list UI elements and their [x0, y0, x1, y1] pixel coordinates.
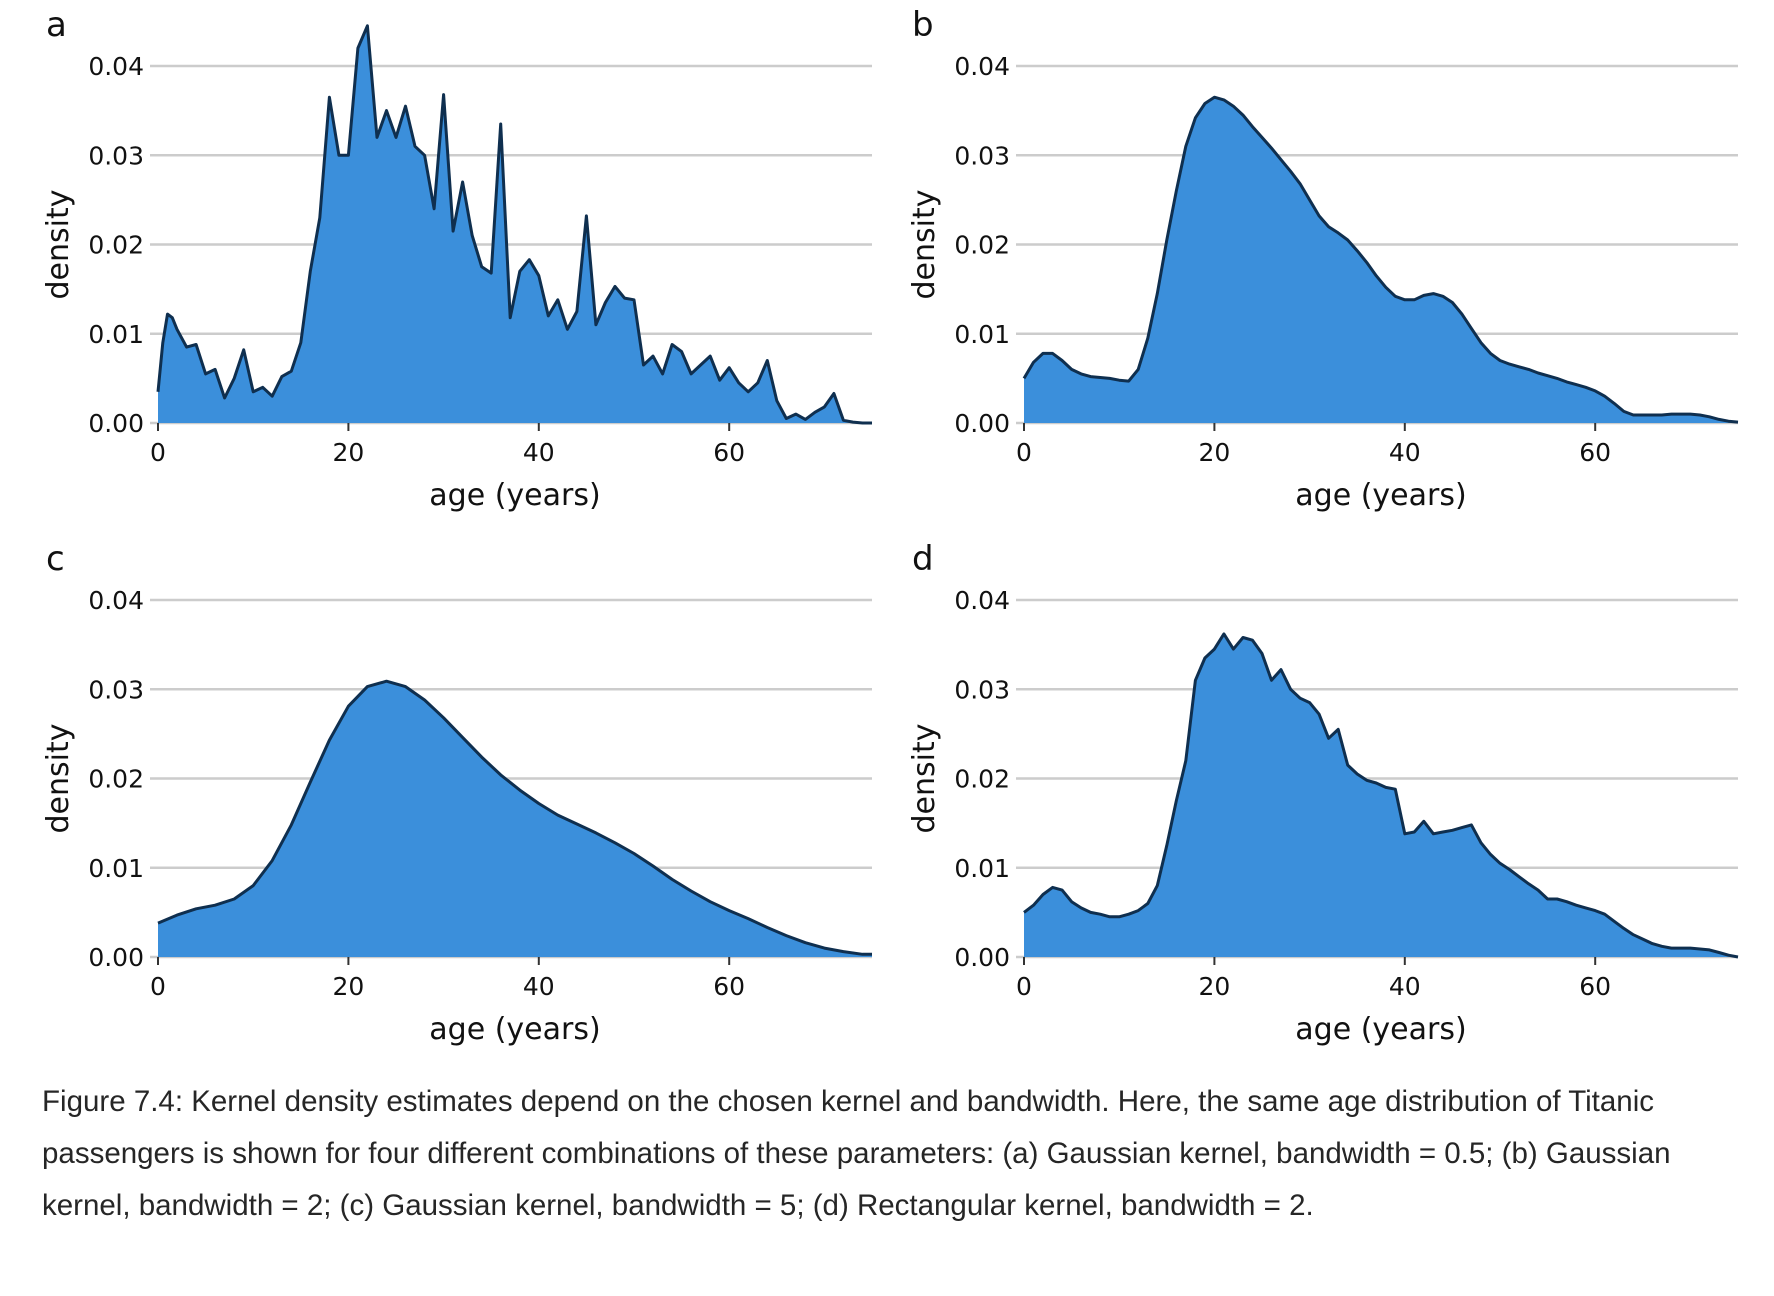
- panel-label: b: [912, 5, 934, 45]
- panel-a: a 0.00 0.01 0.02 0.03 0.04 0 20 40 60 age (years) d…: [41, 5, 872, 513]
- y-tick-label: 0.04: [88, 586, 144, 615]
- x-tick-label: 40: [1389, 438, 1421, 467]
- y-tick-label: 0.02: [88, 765, 144, 794]
- density-curve: [1023, 632, 1739, 959]
- y-tick-label: 0.02: [954, 231, 1010, 260]
- density-curve: [1022, 95, 1739, 424]
- panel-label: a: [46, 5, 67, 45]
- y-tick-label: 0.00: [954, 943, 1010, 972]
- y-tick-label: 0.01: [954, 854, 1010, 883]
- x-axis-title: age (years): [1295, 1012, 1466, 1047]
- y-axis-title: density: [41, 724, 76, 834]
- x-tick-label: 20: [332, 972, 364, 1001]
- y-axis-title: density: [907, 190, 942, 300]
- x-tick-label: 60: [1579, 438, 1611, 467]
- x-tick-label: 0: [1016, 972, 1032, 1001]
- x-tick-label: 20: [1198, 438, 1230, 467]
- x-tick-label: 0: [150, 438, 166, 467]
- panel-c: c 0.00 0.01 0.02 0.03 0.04 0 20 40 60 age (years) d…: [41, 539, 872, 1047]
- y-tick-label: 0.03: [954, 141, 1010, 170]
- x-axis-title: age (years): [1295, 478, 1466, 513]
- density-area: [158, 681, 872, 957]
- x-tick-label: 60: [713, 438, 745, 467]
- y-tick-label: 0.00: [88, 943, 144, 972]
- y-tick-label: 0.01: [954, 320, 1010, 349]
- panel-b: b 0.00 0.01 0.02 0.03 0.04 0 20 40 60 age (years) d…: [907, 5, 1739, 513]
- x-tick-label: 0: [150, 972, 166, 1001]
- x-tick-label: 60: [713, 972, 745, 1001]
- x-tick-label: 60: [1579, 972, 1611, 1001]
- density-area: [158, 25, 872, 424]
- panel-d: d 0.00 0.01 0.02 0.03 0.04 0 20 40 60 age (years) d…: [907, 539, 1739, 1047]
- density-area: [1024, 97, 1738, 423]
- x-tick-label: 20: [332, 438, 364, 467]
- x-tick-label: 40: [523, 438, 555, 467]
- density-curve: [157, 679, 872, 956]
- y-tick-label: 0.00: [954, 409, 1010, 438]
- x-tick-label: 0: [1016, 438, 1032, 467]
- x-tick-label: 40: [1389, 972, 1421, 1001]
- y-tick-label: 0.01: [88, 854, 144, 883]
- density-area: [1024, 633, 1738, 957]
- density-curve: [156, 24, 872, 425]
- y-tick-label: 0.03: [88, 675, 144, 704]
- y-tick-label: 0.04: [88, 52, 144, 81]
- y-tick-label: 0.02: [88, 231, 144, 260]
- y-axis-title: density: [41, 190, 76, 300]
- y-tick-label: 0.02: [954, 765, 1010, 794]
- y-tick-label: 0.04: [954, 52, 1010, 81]
- x-axis-title: age (years): [429, 478, 600, 513]
- y-tick-label: 0.01: [88, 320, 144, 349]
- panel-label: c: [46, 539, 65, 579]
- figure-caption: Figure 7.4: Kernel density estimates dep…: [42, 1085, 1671, 1222]
- x-tick-label: 20: [1198, 972, 1230, 1001]
- y-tick-label: 0.04: [954, 586, 1010, 615]
- y-tick-label: 0.00: [88, 409, 144, 438]
- y-axis-title: density: [907, 724, 942, 834]
- x-tick-label: 40: [523, 972, 555, 1001]
- panel-label: d: [912, 539, 934, 579]
- x-axis-title: age (years): [429, 1012, 600, 1047]
- y-tick-label: 0.03: [954, 675, 1010, 704]
- y-tick-label: 0.03: [88, 141, 144, 170]
